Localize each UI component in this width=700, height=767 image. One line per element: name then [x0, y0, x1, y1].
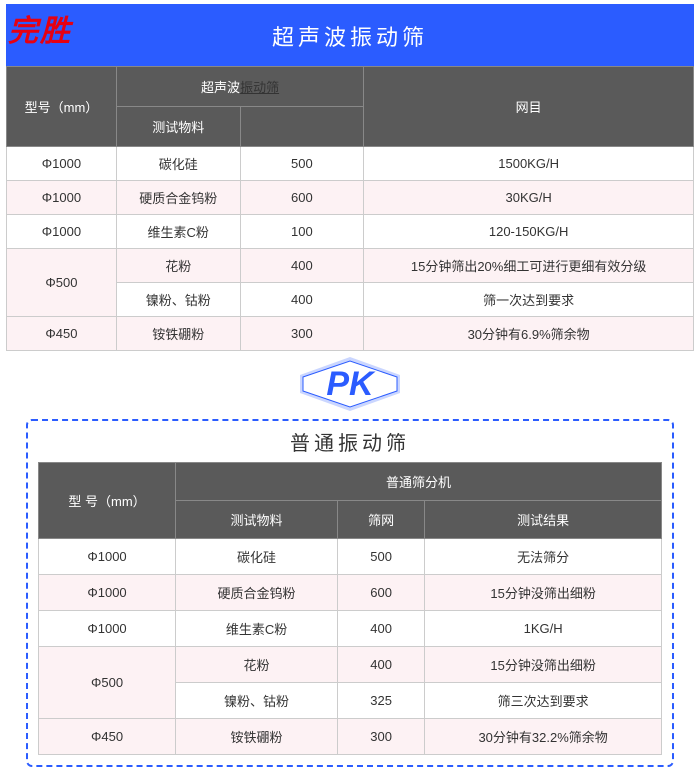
th-group-text: 超声波 — [201, 80, 240, 95]
table-row: Φ1000维生素C粉4001KG/H — [39, 611, 662, 647]
cell-model: Φ1000 — [39, 575, 176, 611]
cell-mesh: 400 — [338, 647, 425, 683]
cell-result: 15分钟筛出20%细工可进行更细有效分级 — [364, 249, 694, 283]
cell-mesh: 500 — [240, 147, 364, 181]
cell-material: 花粉 — [176, 647, 338, 683]
th2-sub-material: 测试物料 — [176, 501, 338, 539]
top-banner-title: 超声波振动筛 — [6, 4, 694, 66]
cell-mesh: 400 — [338, 611, 425, 647]
cell-material: 铵铁硼粉 — [116, 317, 240, 351]
bottom-title: 普通振动筛 — [38, 427, 662, 456]
cell-result: 15分钟没筛出细粉 — [425, 575, 662, 611]
cell-model: Φ1000 — [39, 539, 176, 575]
ordinary-table: 型 号（mm） 普通筛分机 测试物料 筛网 测试结果 Φ1000碳化硅500无法… — [38, 462, 662, 755]
table-row: Φ1000碳化硅5001500KG/H — [7, 147, 694, 181]
pk-divider: PK — [0, 355, 700, 417]
th-model: 型号（mm） — [7, 67, 117, 147]
table-row: Φ1000碳化硅500无法筛分 — [39, 539, 662, 575]
cell-material: 镍粉、钴粉 — [116, 283, 240, 317]
cell-material: 维生素C粉 — [176, 611, 338, 647]
cell-material: 花粉 — [116, 249, 240, 283]
cell-material: 硬质合金钨粉 — [176, 575, 338, 611]
cell-mesh: 400 — [240, 249, 364, 283]
cell-mesh: 300 — [240, 317, 364, 351]
table-row: Φ1000硬质合金钨粉60030KG/H — [7, 181, 694, 215]
th-sub-blank — [240, 107, 364, 147]
cell-mesh: 600 — [338, 575, 425, 611]
cell-model: Φ1000 — [7, 147, 117, 181]
cell-material: 镍粉、钴粉 — [176, 683, 338, 719]
cell-result: 无法筛分 — [425, 539, 662, 575]
table-row: Φ1000硬质合金钨粉60015分钟没筛出细粉 — [39, 575, 662, 611]
cell-model: Φ500 — [39, 647, 176, 719]
cell-mesh: 300 — [338, 719, 425, 755]
table-row: Φ500花粉40015分钟筛出20%细工可进行更细有效分级 — [7, 249, 694, 283]
cell-model: Φ1000 — [7, 215, 117, 249]
cell-result: 1500KG/H — [364, 147, 694, 181]
cell-model: Φ500 — [7, 249, 117, 317]
cell-result: 120-150KG/H — [364, 215, 694, 249]
th2-sub-mesh: 筛网 — [338, 501, 425, 539]
table-row: Φ450铵铁硼粉30030分钟有6.9%筛余物 — [7, 317, 694, 351]
th-mesh-result: 网目 — [364, 67, 694, 147]
th-sub-material: 测试物料 — [116, 107, 240, 147]
cell-material: 维生素C粉 — [116, 215, 240, 249]
th2-model: 型 号（mm） — [39, 463, 176, 539]
cell-result: 30分钟有6.9%筛余物 — [364, 317, 694, 351]
cell-result: 筛三次达到要求 — [425, 683, 662, 719]
cell-mesh: 600 — [240, 181, 364, 215]
cell-result: 1KG/H — [425, 611, 662, 647]
cell-mesh: 325 — [338, 683, 425, 719]
win-stamp: 完胜 — [8, 6, 72, 50]
cell-material: 硬质合金钨粉 — [116, 181, 240, 215]
table-row: Φ500花粉40015分钟没筛出细粉 — [39, 647, 662, 683]
cell-material: 碳化硅 — [176, 539, 338, 575]
th2-sub-result: 测试结果 — [425, 501, 662, 539]
cell-result: 15分钟没筛出细粉 — [425, 647, 662, 683]
th2-group: 普通筛分机 — [176, 463, 662, 501]
th-group-link[interactable]: 振动筛 — [240, 80, 279, 95]
ultrasonic-table: 型号（mm） 超声波振动筛 网目 测试物料 Φ1000碳化硅5001500KG/… — [6, 66, 694, 351]
cell-model: Φ450 — [7, 317, 117, 351]
pk-label: PK — [285, 355, 415, 413]
th-group: 超声波振动筛 — [116, 67, 363, 107]
cell-model: Φ1000 — [39, 611, 176, 647]
cell-result: 筛一次达到要求 — [364, 283, 694, 317]
cell-mesh: 500 — [338, 539, 425, 575]
cell-result: 30分钟有32.2%筛余物 — [425, 719, 662, 755]
table-row: Φ1000维生素C粉100120-150KG/H — [7, 215, 694, 249]
cell-mesh: 400 — [240, 283, 364, 317]
table-row: Φ450铵铁硼粉30030分钟有32.2%筛余物 — [39, 719, 662, 755]
ordinary-section: 普通振动筛 型 号（mm） 普通筛分机 测试物料 筛网 测试结果 Φ1000碳化… — [26, 419, 674, 767]
pk-badge: PK — [285, 355, 415, 413]
cell-model: Φ1000 — [7, 181, 117, 215]
cell-model: Φ450 — [39, 719, 176, 755]
cell-material: 铵铁硼粉 — [176, 719, 338, 755]
cell-mesh: 100 — [240, 215, 364, 249]
cell-result: 30KG/H — [364, 181, 694, 215]
cell-material: 碳化硅 — [116, 147, 240, 181]
